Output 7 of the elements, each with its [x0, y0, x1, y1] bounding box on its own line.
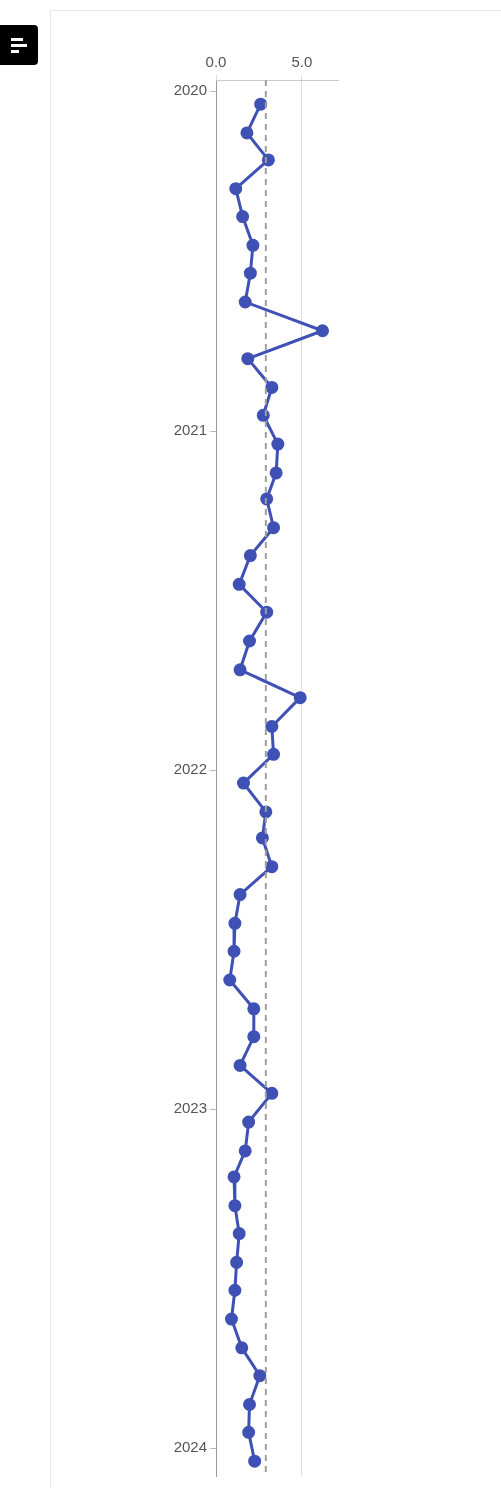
y-tick-label: 2023 [173, 1099, 207, 1117]
x-tick-label: 0.0 [205, 53, 227, 71]
y-tick-label: 2022 [173, 760, 207, 778]
y-tick-label: 2020 [173, 81, 207, 99]
x-tick-label: 5.0 [291, 53, 313, 71]
y-tick-label: 2024 [173, 1438, 207, 1456]
y-tick-label: 2021 [173, 421, 207, 439]
